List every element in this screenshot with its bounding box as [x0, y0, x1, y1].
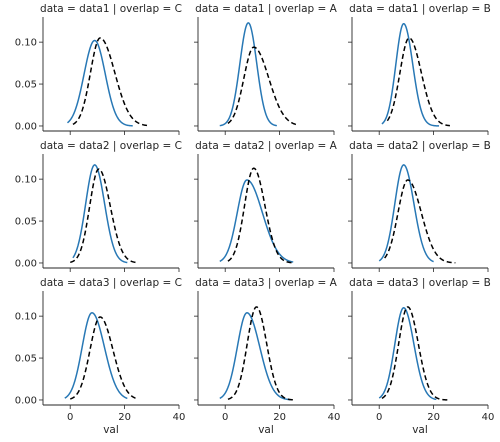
x-axis-label: val	[412, 424, 428, 436]
x-tick-label: 20	[273, 412, 286, 423]
x-axis-label: val	[258, 424, 274, 436]
density-curve-solid	[378, 307, 437, 401]
density-curve-solid	[219, 312, 291, 401]
y-tick-label: 0.00	[15, 121, 37, 132]
facet-title: data = data2 | overlap = C	[40, 140, 182, 152]
x-tick-label: 40	[328, 412, 341, 423]
facet-title: data = data1 | overlap = C	[40, 3, 182, 15]
density-curve-dashed	[69, 168, 136, 264]
y-tick-label: 0.10	[15, 38, 37, 49]
y-tick-label: 0.10	[15, 312, 37, 323]
density-curve-dashed	[72, 37, 150, 127]
facet-title: data = data2 | overlap = A	[195, 140, 338, 152]
facet-title: data = data1 | overlap = A	[195, 3, 338, 15]
facet-title: data = data3 | overlap = B	[349, 277, 491, 289]
facet-panel-data1-C: data = data1 | overlap = C 0.00 0.05 0.10	[15, 3, 182, 135]
facet-title: data = data3 | overlap = A	[195, 277, 338, 289]
density-curve-solid	[64, 312, 128, 400]
density-curve-solid	[219, 179, 294, 263]
facet-title: data = data1 | overlap = B	[349, 3, 491, 15]
y-tick-label: 0.05	[15, 217, 37, 228]
y-tick-label: 0.05	[15, 80, 37, 91]
x-tick-label: 20	[427, 412, 440, 423]
density-curve-solid	[381, 22, 440, 127]
facet-panel-data2-A: data = data2 | overlap = A	[194, 140, 338, 272]
facet-title: data = data3 | overlap = C	[40, 277, 182, 289]
x-tick-label: 0	[222, 412, 228, 423]
x-tick-label: 40	[173, 412, 186, 423]
density-curve-solid	[72, 164, 128, 264]
density-curve-solid	[378, 164, 434, 263]
y-tick-label: 0.10	[15, 175, 37, 186]
facet-panel-data2-C: data = data2 | overlap = C 0.00 0.05 0.10	[15, 140, 182, 272]
facet-panel-data2-B: data = data2 | overlap = B	[348, 140, 491, 272]
density-curve-dashed	[69, 316, 139, 400]
x-tick-label: 0	[67, 412, 73, 423]
x-axis-label: val	[103, 424, 119, 436]
y-tick-label: 0.05	[15, 354, 37, 365]
density-curve-dashed	[381, 306, 451, 401]
y-tick-label: 0.00	[15, 258, 37, 269]
x-tick-label: 40	[482, 412, 495, 423]
x-tick-label: 0	[376, 412, 382, 423]
facet-panel-data3-B: data = data3 | overlap = B 0 20 40 val	[348, 277, 494, 436]
density-curve-dashed	[227, 306, 294, 401]
facet-panel-data1-A: data = data1 | overlap = A	[194, 3, 338, 135]
density-curve-dashed	[386, 37, 451, 127]
facet-panel-data1-B: data = data1 | overlap = B	[348, 3, 491, 135]
density-curve-solid	[219, 22, 278, 127]
facet-panel-data3-A: data = data3 | overlap = A 0 20 40 val	[194, 277, 340, 436]
density-curve-dashed	[227, 46, 299, 126]
facet-title: data = data2 | overlap = B	[349, 140, 491, 152]
facet-panel-data3-C: data = data3 | overlap = C 0.00 0.05 0.10 0 2…	[15, 277, 186, 436]
y-tick-label: 0.00	[15, 395, 37, 406]
density-curve-dashed	[384, 179, 456, 264]
density-curve-solid	[66, 39, 133, 127]
density-curve-dashed	[227, 167, 294, 264]
x-tick-label: 20	[118, 412, 131, 423]
